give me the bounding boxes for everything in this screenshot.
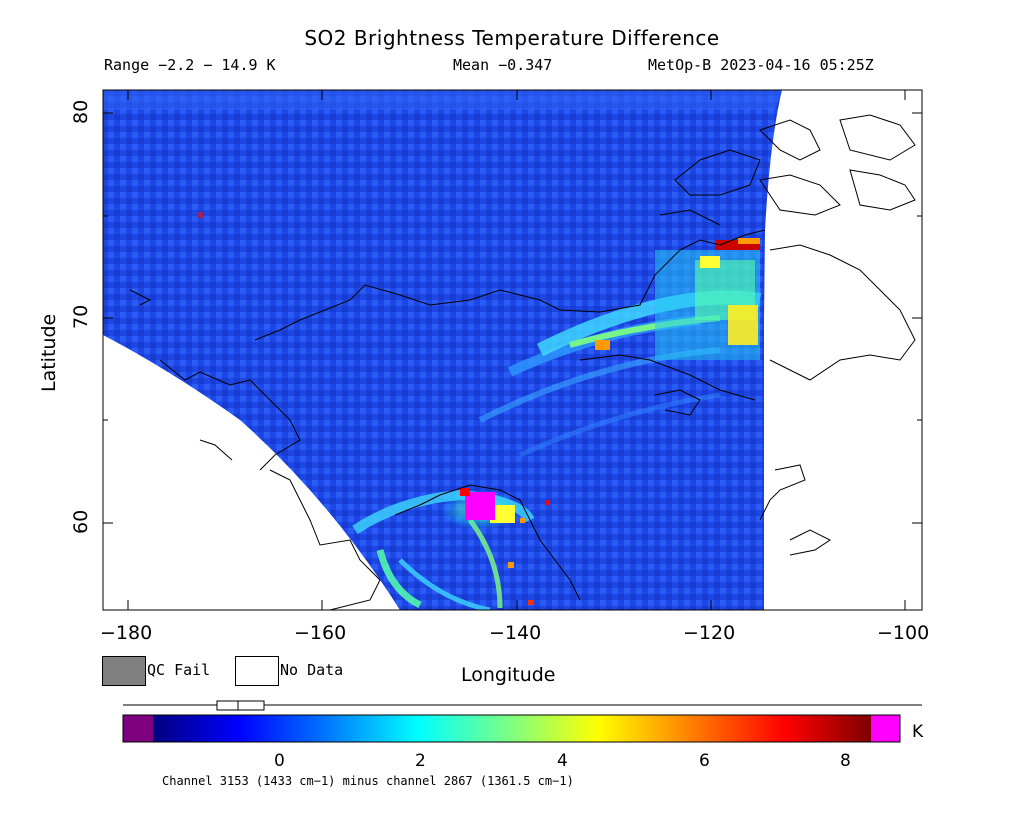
mean-label: Mean −0.347 — [453, 56, 553, 74]
colorbar-tick-label: 0 — [274, 751, 285, 771]
data-field — [103, 90, 782, 610]
colorbar-scale — [153, 715, 871, 742]
no-data-swatch — [235, 656, 279, 686]
swath-area — [103, 90, 782, 610]
colorbar-tick-label: 4 — [557, 751, 568, 771]
chart-title: SO2 Brightness Temperature Difference — [304, 26, 720, 50]
colorbar-tick-label: 8 — [840, 751, 851, 771]
colorbar-tick-label: 6 — [699, 751, 710, 771]
y-tick-label: 70 — [70, 304, 92, 329]
x-axis-label: Longitude — [461, 664, 556, 686]
satellite-time-label: MetOp-B 2023-04-16 05:25Z — [648, 56, 874, 74]
x-tick-label: −180 — [100, 622, 153, 644]
colorbar-under — [123, 715, 153, 742]
colorbar-unit-label: K — [912, 722, 924, 742]
plume-hotspot-north — [728, 305, 758, 345]
axis-ticks — [103, 90, 922, 610]
plot-frame — [102, 89, 923, 611]
colorbar-over — [871, 715, 900, 742]
no-data-label: No Data — [280, 661, 344, 679]
colorbar-tick-label: 2 — [415, 751, 426, 771]
qc-fail-label: QC Fail — [147, 661, 211, 679]
x-tick-label: −160 — [294, 622, 347, 644]
x-tick-label: −140 — [489, 622, 542, 644]
channel-footnote: Channel 3153 (1433 cm−1) minus channel 2… — [162, 774, 574, 788]
volcano-hotspot — [465, 492, 495, 520]
range-label: Range −2.2 − 14.9 K — [104, 56, 276, 74]
x-tick-label: −100 — [877, 622, 930, 644]
coastlines — [129, 114, 916, 610]
qc-fail-swatch — [102, 656, 146, 686]
x-tick-label: −120 — [683, 622, 736, 644]
colorbar-slider-handle[interactable] — [216, 700, 265, 711]
y-tick-label: 80 — [70, 99, 92, 124]
y-axis-label: Latitude — [38, 313, 60, 392]
y-tick-label: 60 — [70, 509, 92, 534]
plume-red-streak — [716, 240, 760, 250]
